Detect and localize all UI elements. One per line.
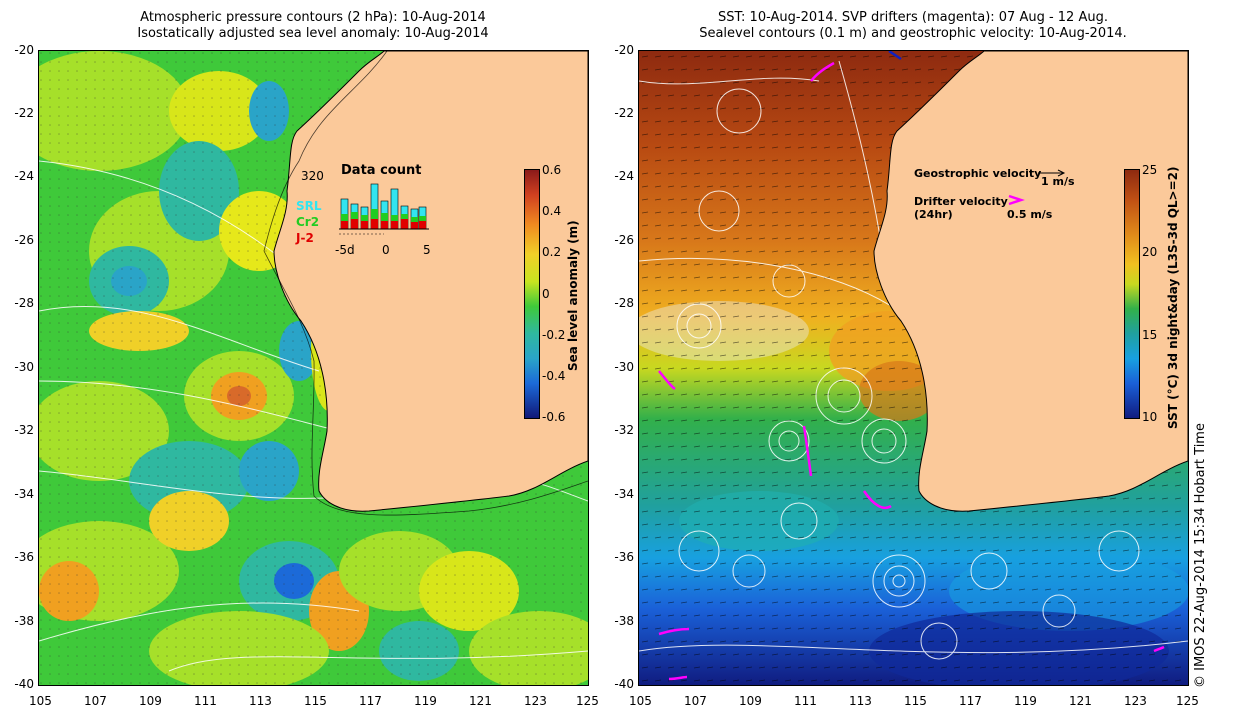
sla-colorbar-label: Sea level anomaly (m) [566,220,580,371]
left-ytick: -40 [14,677,34,691]
data-count-xlabel-zero: 0 [382,243,390,257]
data-count-title: Data count [341,163,422,178]
left-ytick: -22 [14,106,34,120]
imos-credit: © IMOS 22-Aug-2014 15:34 Hobart Time [1193,423,1208,688]
right-title-line2: Sealevel contours (0.1 m) and geostrophi… [699,26,1127,41]
left-ytick: -36 [14,550,34,564]
left-ytick: -20 [14,43,34,57]
sst-tick-15: 15 [1142,328,1158,342]
sla-tick-0: 0 [542,287,550,301]
left-title-line2: Isostatically adjusted sea level anomaly… [137,26,489,41]
left-xtick: 125 [576,694,599,708]
drifter-velocity-label: Drifter velocity [914,195,1008,208]
right-xtick: 109 [739,694,762,708]
left-xtick: 117 [359,694,382,708]
geostrophic-scale-arrow-icon [1038,169,1066,177]
left-map-canvas [39,51,588,685]
right-xtick: 123 [1124,694,1147,708]
drifter-tracks [658,61,1165,681]
right-xtick: 107 [684,694,707,708]
right-xtick: 115 [904,694,927,708]
data-count-xlabel-start: -5d [335,243,355,257]
data-count-bars [340,183,427,230]
sla-tick-0.4: 0.4 [542,204,562,218]
sla-tick-neg0.6: -0.6 [542,410,566,424]
right-ytick: -30 [614,360,634,374]
drifter-period-label: (24hr) [914,208,953,221]
left-xtick: 105 [29,694,52,708]
left-xtick: 121 [469,694,492,708]
left-xtick: 115 [304,694,327,708]
left-ytick: -32 [14,423,34,437]
sla-tick-0.2: 0.2 [542,245,562,259]
right-ytick: -40 [614,677,634,691]
right-title-line1: SST: 10-Aug-2014. SVP drifters (magenta)… [718,10,1108,25]
right-xtick: 113 [849,694,872,708]
satellite-label-j2: J-2 [296,231,314,245]
left-ytick: -24 [14,169,34,183]
left-xtick: 111 [194,694,217,708]
data-count-chart [339,183,429,235]
right-xtick: 111 [794,694,817,708]
geostrophic-velocity-label: Geostrophic velocity [914,167,1042,180]
left-title-line1: Atmospheric pressure contours (2 hPa): 1… [140,10,486,25]
right-xtick: 105 [629,694,652,708]
sst-tick-20: 20 [1142,245,1158,259]
left-ytick: -26 [14,233,34,247]
australia-land [873,51,1188,512]
left-xtick: 107 [84,694,107,708]
satellite-label-cr2: Cr2 [296,215,320,229]
right-xtick: 119 [1014,694,1037,708]
sla-colorbar [524,169,540,419]
sla-tick-neg0.4: -0.4 [542,369,566,383]
right-ytick: -22 [614,106,634,120]
sst-tick-25: 25 [1142,163,1158,177]
right-xtick: 125 [1176,694,1199,708]
data-count-max-label: 320 [301,169,324,183]
australia-land [273,51,588,512]
geostrophic-scale-label: 1 m/s [1041,175,1075,188]
sla-tick-0.6: 0.6 [542,163,562,177]
sst-tick-10: 10 [1142,410,1158,424]
right-ytick: -32 [614,423,634,437]
sealevel-contours [639,60,1188,660]
right-ytick: -36 [614,550,634,564]
right-ytick: -24 [614,169,634,183]
left-xtick: 119 [414,694,437,708]
left-xtick: 113 [249,694,272,708]
left-xtick: 123 [524,694,547,708]
drifter-scale-arrow-icon [1008,194,1025,206]
right-ytick: -38 [614,614,634,628]
right-ytick: -34 [614,487,634,501]
left-map: 320 Data count [38,50,589,686]
sst-colorbar [1124,169,1140,419]
drifter-scale-label: 0.5 m/s [1007,208,1053,221]
left-xtick: 109 [139,694,162,708]
data-count-xlabel-end: 5 [423,243,431,257]
right-xtick: 117 [959,694,982,708]
right-ytick: -26 [614,233,634,247]
sst-colorbar-label: SST (°C) 3d night&day (L3S-3d QL>=2) [1166,166,1180,430]
right-ytick: -20 [614,43,634,57]
left-ytick: -38 [14,614,34,628]
satellite-label-srl: SRL [296,199,322,213]
left-ytick: -28 [14,296,34,310]
right-xtick: 121 [1069,694,1092,708]
sla-tick-neg0.2: -0.2 [542,328,566,342]
right-map-canvas [639,51,1188,685]
left-ytick: -34 [14,487,34,501]
right-map: Geostrophic velocity 1 m/s Drifter veloc… [638,50,1189,686]
right-ytick: -28 [614,296,634,310]
left-ytick: -30 [14,360,34,374]
